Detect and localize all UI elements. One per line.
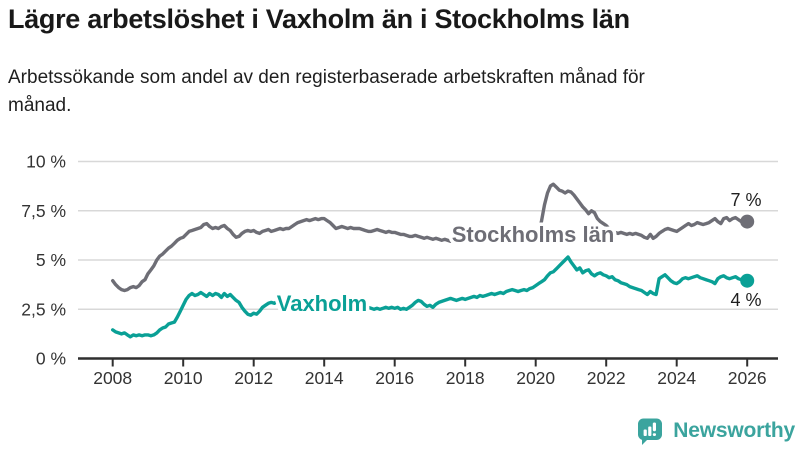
- stockholm-end-dot: [740, 214, 755, 229]
- vaxholm-end-dot: [740, 273, 755, 288]
- chart-subtitle: Arbetssökande som andel av den registerb…: [8, 67, 645, 116]
- stockholm-series-label: Stockholms län: [452, 222, 615, 247]
- y-tick-label-7,5 %: 7,5 %: [21, 201, 66, 221]
- x-tick-label-2024: 2024: [657, 368, 696, 388]
- x-axis-ticks: [111, 358, 749, 367]
- stockholm-end-value-label: 7 %: [730, 190, 761, 210]
- page-title: Lägre arbetslöshet i Vaxholm än i Stockh…: [8, 4, 630, 34]
- x-axis-labels: 2008 2010 2012 2014 2016 2018 2020 2022 2024 2026: [93, 368, 766, 388]
- x-tick-label-2010: 2010: [164, 368, 203, 388]
- vaxholm-line-series: [110, 255, 749, 339]
- y-tick-label-5 %: 5 %: [36, 250, 66, 270]
- stockholm-line-series: [110, 182, 749, 293]
- x-tick-label-2020: 2020: [516, 368, 555, 388]
- x-tick-label-2018: 2018: [446, 368, 485, 388]
- y-axis-labels: 0 % 2,5 % 5 % 7,5 % 10 %: [21, 152, 66, 369]
- x-tick-label-2016: 2016: [375, 368, 414, 388]
- gridlines: [78, 160, 778, 310]
- x-tick-label-2014: 2014: [305, 368, 344, 388]
- vaxholm-series-label: Vaxholm: [277, 291, 367, 316]
- newsworthy-logo-text: Newsworthy: [673, 419, 795, 442]
- y-tick-label-10 %: 10 %: [26, 152, 66, 172]
- x-tick-label-2008: 2008: [93, 368, 132, 388]
- newsworthy-logo[interactable]: Newsworthy: [635, 416, 795, 446]
- x-tick-label-2022: 2022: [587, 368, 626, 388]
- x-tick-label-2012: 2012: [234, 368, 273, 388]
- newsworthy-logo-icon: [638, 418, 663, 445]
- y-tick-label-2,5 %: 2,5 %: [21, 299, 66, 319]
- x-tick-label-2026: 2026: [728, 368, 767, 388]
- vaxholm-end-value-label: 4 %: [730, 290, 761, 310]
- y-tick-label-0 %: 0 %: [36, 349, 66, 369]
